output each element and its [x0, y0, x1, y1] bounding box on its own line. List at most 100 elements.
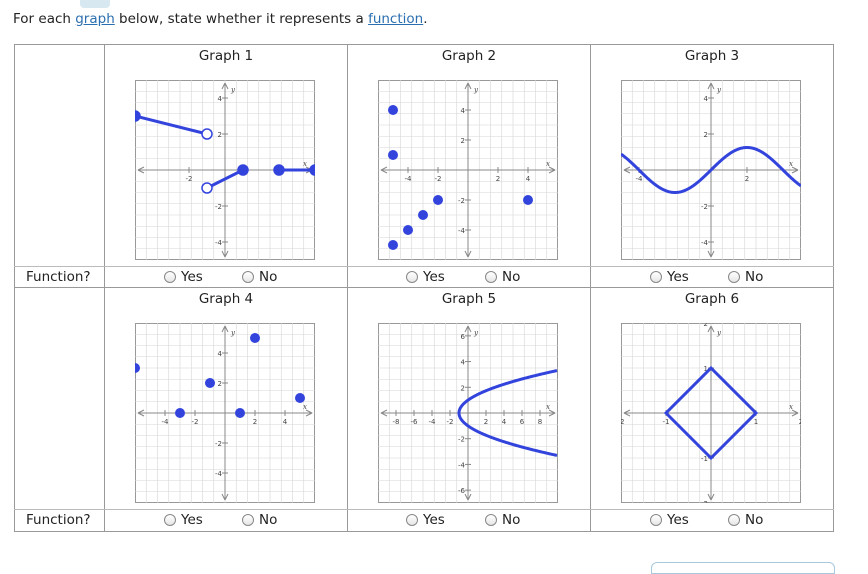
y-axis-arrow-icon	[221, 250, 229, 258]
radio-icon[interactable]	[728, 271, 740, 283]
function-link[interactable]: function	[368, 11, 424, 27]
x-axis-label: x	[546, 160, 550, 168]
y-tick-label: 2	[218, 380, 222, 388]
y-axis-label: y	[230, 86, 236, 94]
graph-link[interactable]: graph	[75, 11, 115, 27]
radio-icon[interactable]	[406, 514, 418, 526]
option-label: Yes	[423, 512, 445, 528]
graph-1-yes-option[interactable]: Yes	[164, 269, 203, 285]
question-prompt: For each graph below, state whether it r…	[13, 11, 428, 27]
y-axis-label: y	[473, 329, 479, 337]
y-axis-arrow-icon	[464, 325, 472, 333]
option-label: No	[259, 512, 278, 528]
y-axis-arrow-icon	[221, 493, 229, 501]
y-axis-label: y	[716, 86, 722, 94]
y-tick-label: -4	[215, 239, 223, 247]
y-tick-label: -1	[701, 455, 708, 463]
graph-2-title: Graph 2	[441, 48, 497, 64]
graph-4-plot: -4 -2 2 4 4 2 -2 -4 x y	[135, 323, 315, 503]
y-tick-label: -4	[458, 461, 466, 469]
option-label: Yes	[181, 269, 203, 285]
line-segment	[206, 168, 244, 190]
graph-1-title: Graph 1	[198, 48, 254, 64]
x-tick-label: -4	[429, 418, 437, 426]
graph-3-plot: -4 2 4 2 -2 -4 x y	[621, 80, 801, 260]
x-axis-arrow-icon	[791, 166, 799, 174]
y-tick-label: 4	[218, 95, 223, 103]
diamond-curve	[663, 365, 759, 461]
x-tick-label: 2	[496, 175, 500, 183]
x-axis-arrow-icon	[623, 409, 631, 417]
y-tick-label: 4	[704, 95, 709, 103]
radio-icon[interactable]	[485, 514, 497, 526]
y-tick-label: -2	[458, 436, 465, 444]
graph-6-no-option[interactable]: No	[728, 512, 763, 528]
radio-icon[interactable]	[485, 271, 497, 283]
graph-5-title: Graph 5	[441, 291, 497, 307]
y-axis-arrow-icon	[221, 82, 229, 90]
x-axis-arrow-icon	[623, 166, 631, 174]
y-axis-arrow-icon	[221, 325, 229, 333]
x-tick-label: 6	[520, 418, 525, 426]
graph-4-yes-option[interactable]: Yes	[164, 512, 203, 528]
graph-5-no-option[interactable]: No	[485, 512, 520, 528]
graph-4-no-option[interactable]: No	[242, 512, 277, 528]
function-row-2-label: Function?	[26, 512, 91, 528]
y-tick-label: -2	[701, 500, 708, 503]
data-point	[235, 408, 245, 418]
graph-3-no-option[interactable]: No	[728, 269, 763, 285]
y-axis-label: y	[473, 86, 479, 94]
y-tick-label: 2	[218, 131, 222, 139]
y-tick-label: 1	[704, 365, 708, 373]
graph-1-no-option[interactable]: No	[242, 269, 277, 285]
radio-icon[interactable]	[242, 514, 254, 526]
x-axis-label: x	[546, 403, 550, 411]
y-axis-arrow-icon	[707, 325, 715, 333]
data-point	[175, 408, 185, 418]
x-tick-label: -4	[636, 175, 644, 183]
y-tick-label: -4	[215, 470, 223, 478]
graph-2-no-option[interactable]: No	[485, 269, 520, 285]
data-point	[205, 378, 215, 388]
data-point	[295, 393, 305, 403]
bottom-button-edge[interactable]	[651, 562, 835, 574]
data-point	[135, 363, 140, 373]
y-axis-arrow-icon	[464, 493, 472, 501]
y-tick-label: 4	[461, 107, 466, 115]
x-axis-label: x	[303, 160, 307, 168]
x-tick-label: 4	[283, 418, 288, 426]
x-tick-label: -2	[435, 175, 442, 183]
y-axis-arrow-icon	[464, 82, 472, 90]
graph-6-yes-option[interactable]: Yes	[650, 512, 689, 528]
graph-5-yes-option[interactable]: Yes	[406, 512, 445, 528]
x-tick-label: -2	[192, 418, 199, 426]
y-tick-label: 6	[461, 333, 466, 341]
option-label: Yes	[667, 269, 689, 285]
graph-4-title: Graph 4	[198, 291, 254, 307]
x-tick-label: 1	[754, 418, 758, 426]
radio-icon[interactable]	[650, 271, 662, 283]
radio-icon[interactable]	[164, 271, 176, 283]
x-tick-label: -4	[405, 175, 413, 183]
graph-2-yes-option[interactable]: Yes	[406, 269, 445, 285]
radio-icon[interactable]	[650, 514, 662, 526]
closed-endpoint	[309, 164, 315, 176]
radio-icon[interactable]	[406, 271, 418, 283]
data-point	[388, 150, 398, 160]
prompt-text-end: .	[423, 11, 428, 27]
data-point	[418, 210, 428, 220]
radio-icon[interactable]	[164, 514, 176, 526]
graph-6-plot: -2 -1 1 2 2 1 -1 -2 x y	[621, 323, 801, 503]
radio-icon[interactable]	[728, 514, 740, 526]
x-axis-arrow-icon	[548, 166, 556, 174]
prompt-text-middle: below, state whether it represents a	[114, 11, 369, 27]
y-tick-label: -2	[215, 203, 222, 211]
radio-icon[interactable]	[242, 271, 254, 283]
x-axis-arrow-icon	[791, 409, 799, 417]
sideways-parabola-curve	[457, 369, 558, 457]
option-label: Yes	[181, 512, 203, 528]
graph-3-yes-option[interactable]: Yes	[650, 269, 689, 285]
data-point	[388, 240, 398, 250]
y-axis-label: y	[230, 329, 236, 337]
wave-curve	[621, 145, 801, 195]
